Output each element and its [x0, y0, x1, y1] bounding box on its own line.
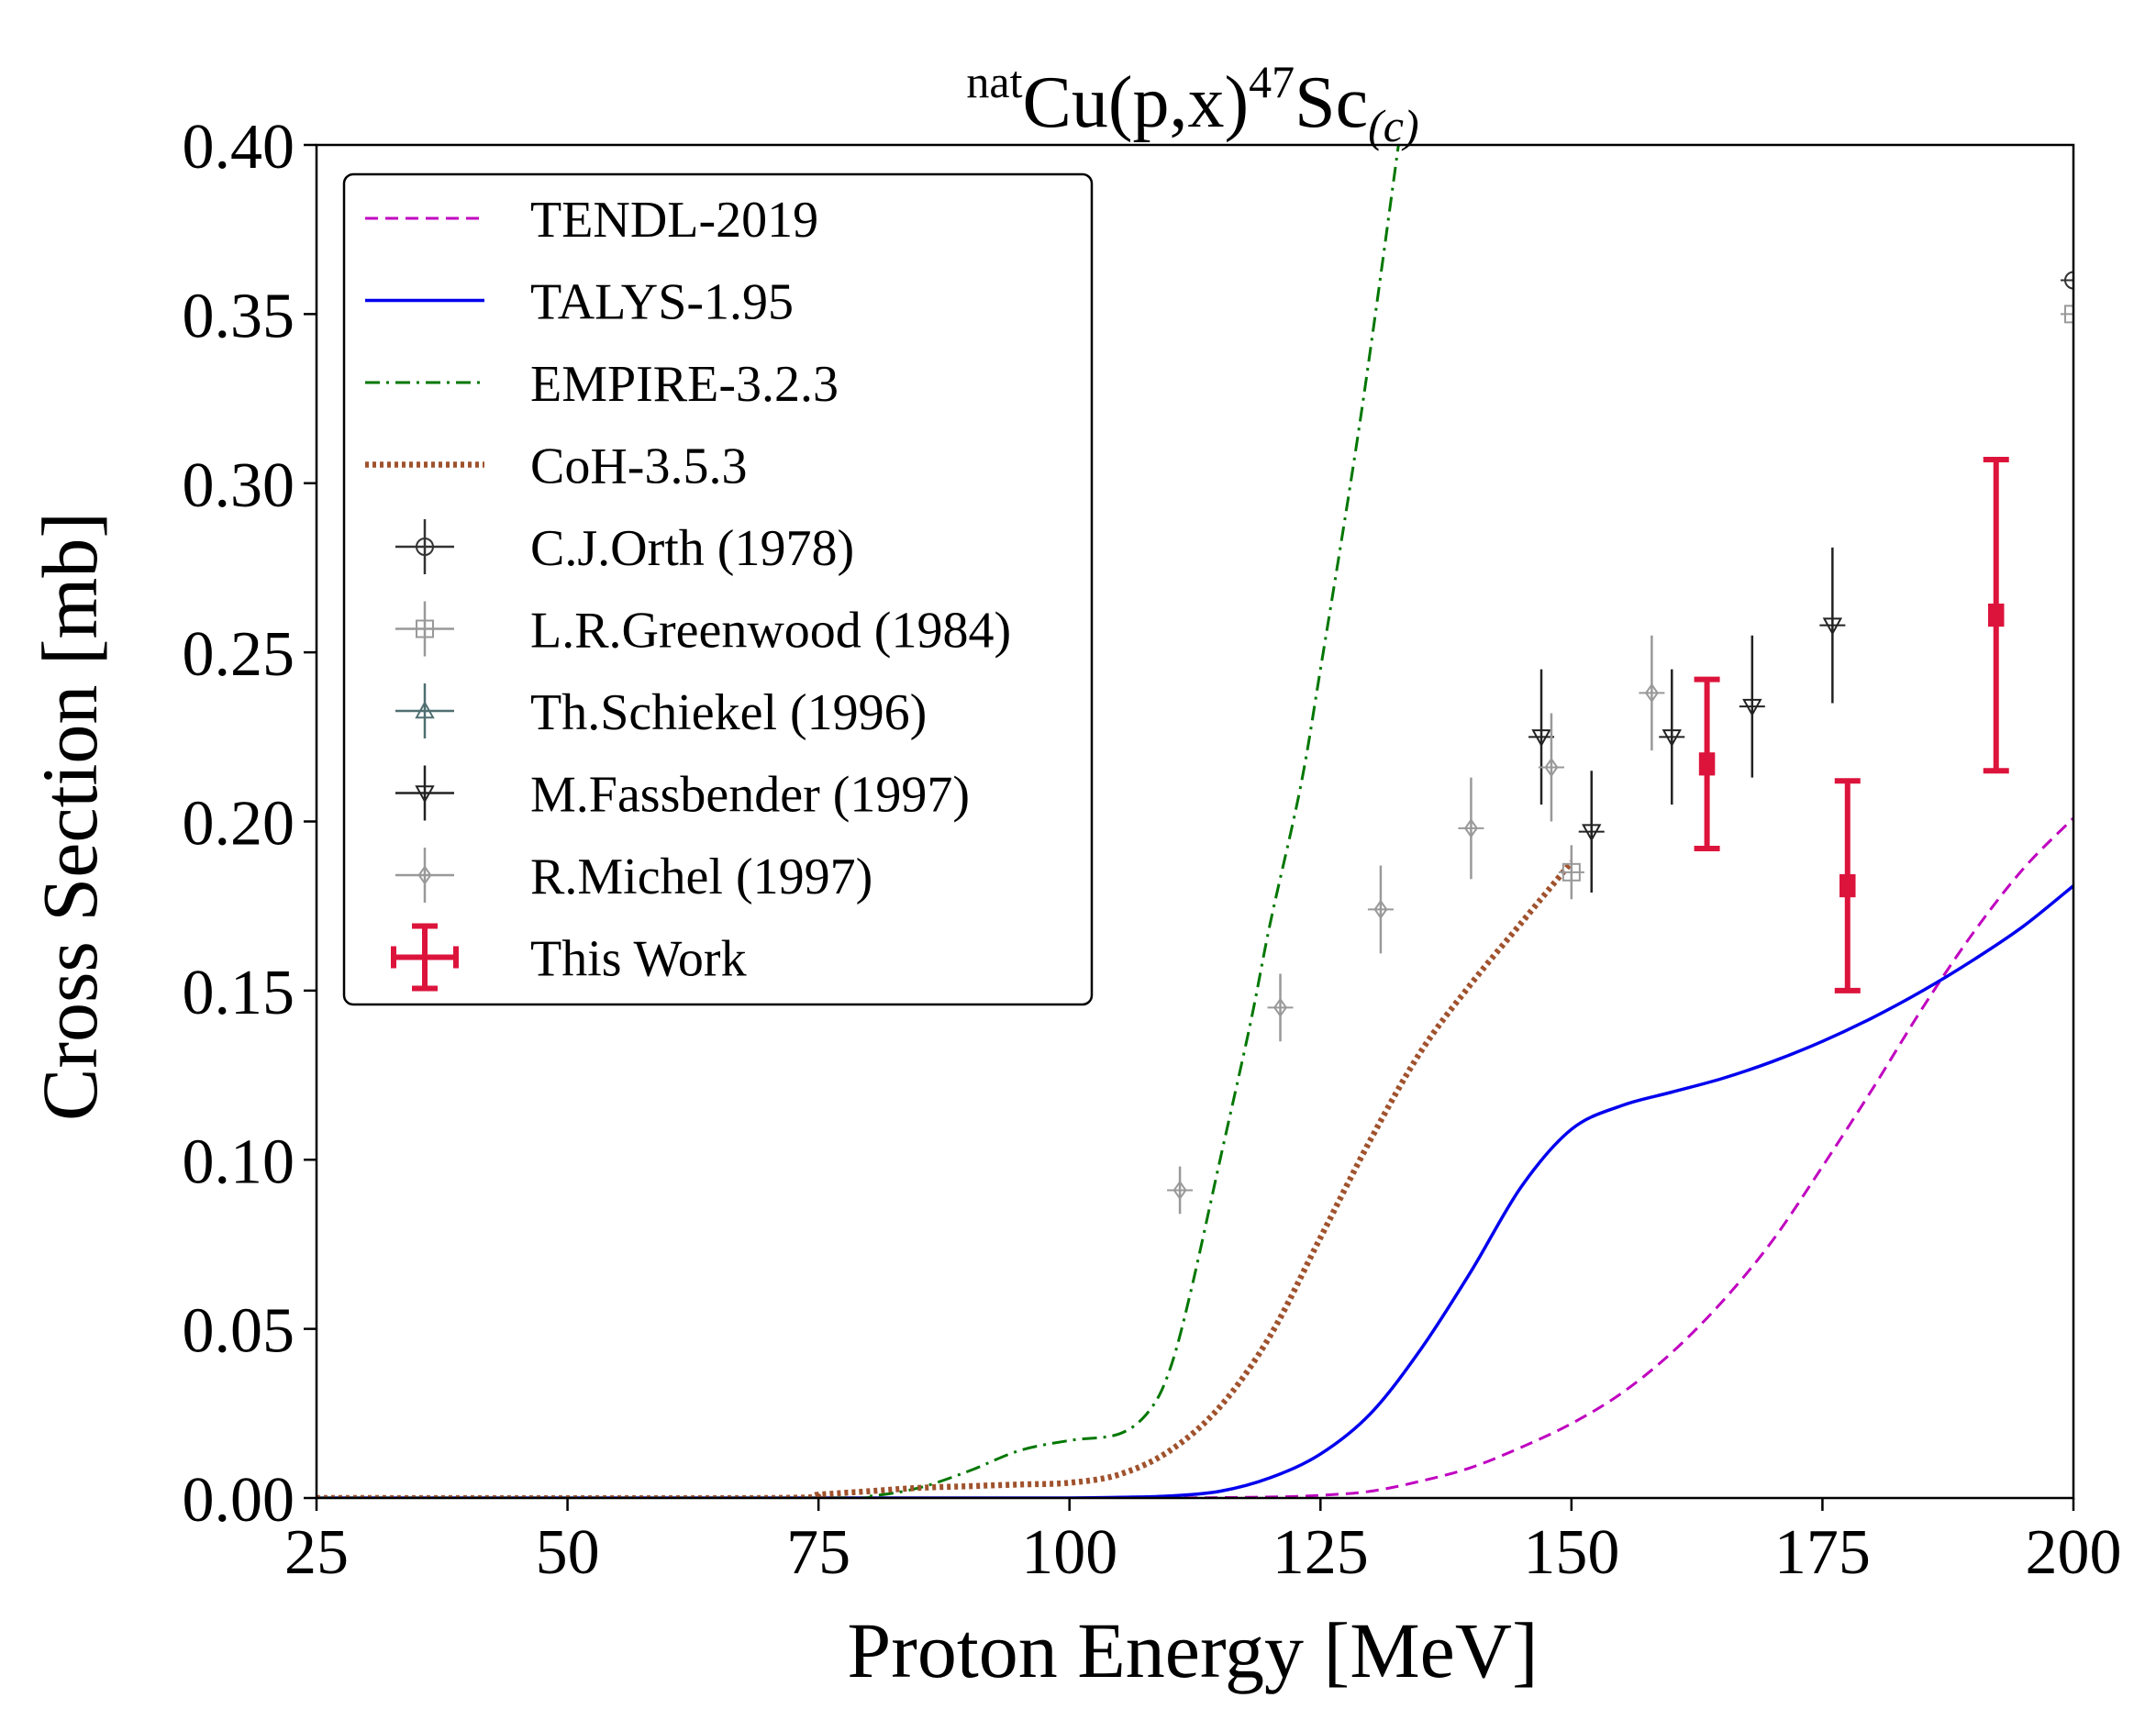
x-tick-label: 50 [536, 1517, 600, 1588]
legend-label: M.Fassbender (1997) [530, 767, 970, 824]
data-point [1834, 778, 1861, 993]
y-tick-label: 0.05 [183, 1296, 295, 1367]
legend-entry: This Work [391, 923, 747, 992]
series-line-coh-3-5-3 [317, 860, 1574, 1498]
series-line-tendl-2019 [317, 816, 2073, 1498]
marker-diamond [1644, 682, 1659, 704]
data-point [1167, 1166, 1194, 1215]
ticks-layer: 25 50 75 100 125 150 175 200 0.00 0.05 0.10 0.15 0.2… [183, 112, 2122, 1588]
marker-square-filled [1839, 873, 1856, 898]
data-point [2061, 271, 2073, 290]
legend-label: L.R.Greenwood (1984) [530, 603, 1011, 660]
y-tick-label: 0.15 [183, 958, 295, 1028]
legend-label: R.Michel (1997) [530, 849, 872, 905]
marker-square-filled [1987, 603, 2005, 627]
marker-square-filled [1698, 752, 1716, 776]
x-tick-label: 125 [1272, 1517, 1369, 1588]
legend-label: This Work [530, 931, 747, 988]
marker-square [2064, 305, 2073, 324]
legend-marker-triangle-down [415, 785, 435, 804]
title-sub: (c) [1368, 100, 1419, 151]
marker-triangle-down [1822, 617, 1843, 636]
y-tick-label: 0.00 [183, 1465, 295, 1536]
legend-label: Th.Schiekel (1996) [530, 684, 927, 741]
legend-entry: TENDL-2019 [365, 192, 818, 249]
data-point [1528, 669, 1555, 805]
x-axis-label: Proton Energy [MeV] [847, 1606, 1538, 1694]
data-point [1819, 547, 1846, 704]
marker-diamond [1272, 997, 1288, 1018]
legend-label: EMPIRE-3.2.3 [530, 356, 839, 413]
legend-label: TALYS-1.95 [530, 274, 794, 331]
title-element: Sc [1295, 62, 1368, 143]
y-tick-label: 0.30 [183, 450, 295, 521]
y-axis-label: Cross Section [mb] [26, 512, 114, 1121]
legend-entry: Th.Schiekel (1996) [395, 683, 927, 741]
legend-box [342, 172, 1094, 1006]
data-point [1639, 635, 1665, 751]
legend-entry: M.Fassbender (1997) [395, 765, 970, 824]
marker-square [1561, 862, 1581, 882]
marker-diamond [1172, 1180, 1187, 1201]
legend-entry: L.R.Greenwood (1984) [395, 601, 1011, 660]
title-sup-mass: 47 [1249, 56, 1295, 107]
marker-triangle-down [1582, 824, 1602, 842]
x-tick-label: 200 [2026, 1517, 2122, 1588]
legend-marker-diamond [417, 865, 432, 885]
x-tick-label: 75 [786, 1517, 850, 1588]
plot-frame [315, 143, 2075, 1500]
title-main: Cu(p,x) [1022, 62, 1249, 143]
marker-diamond [1373, 899, 1388, 920]
chart-title: natCu(p,x)47Sc(c) [966, 56, 1418, 151]
marker-diamond [1544, 757, 1559, 778]
y-tick-label: 0.25 [183, 619, 295, 690]
y-tick-label: 0.35 [183, 281, 295, 351]
x-tick-label: 175 [1774, 1517, 1871, 1588]
data-point [1538, 713, 1564, 822]
data-point [1267, 973, 1294, 1042]
data-point [1694, 676, 1720, 851]
x-tick-label: 100 [1021, 1517, 1117, 1588]
legend-entries: TENDL-2019 TALYS-1.95 EMPIRE-3.2.3 CoH-3.5.… [365, 192, 1011, 992]
y-tick-label: 0.10 [183, 1126, 295, 1197]
data-point [1983, 456, 2009, 774]
data-point [2061, 305, 2073, 324]
legend-label: CoH-3.5.3 [530, 438, 747, 495]
data-point [1458, 777, 1484, 880]
legend-entry: CoH-3.5.3 [365, 438, 747, 495]
series-line-empire-3-2-3 [317, 145, 1400, 1498]
legend-entry: TALYS-1.95 [365, 274, 794, 331]
legend-entry: C.J.Orth (1978) [395, 519, 854, 577]
data-point [1578, 771, 1605, 893]
x-tick-label: 25 [284, 1517, 349, 1588]
legend-label: C.J.Orth (1978) [530, 520, 854, 577]
marker-triangle-down [1661, 729, 1682, 748]
marker-circle [2064, 271, 2073, 290]
legend: TENDL-2019 TALYS-1.95 EMPIRE-3.2.3 CoH-3.5.… [342, 172, 1094, 1006]
legend-marker-circle [416, 538, 434, 556]
series-layer [317, 145, 2073, 1498]
y-tick-label: 0.20 [183, 789, 295, 860]
x-tick-label: 150 [1523, 1517, 1619, 1588]
data-point [1739, 635, 1765, 778]
marker-triangle-down [1531, 729, 1551, 748]
legend-entry: R.Michel (1997) [395, 848, 872, 905]
legend-marker-square [416, 619, 434, 638]
title-sup-prefix: nat [966, 56, 1022, 107]
legend-marker-triangle-up [415, 700, 435, 719]
legend-entry: EMPIRE-3.2.3 [365, 356, 839, 413]
data-point [1558, 845, 1584, 900]
y-tick-label: 0.40 [183, 112, 295, 183]
data-point [1659, 669, 1685, 805]
marker-triangle-down [1742, 698, 1762, 717]
legend-label: TENDL-2019 [530, 192, 818, 249]
data-point [1367, 865, 1394, 954]
marker-diamond [1463, 818, 1478, 838]
series-line-talys-1-95 [317, 884, 2073, 1498]
